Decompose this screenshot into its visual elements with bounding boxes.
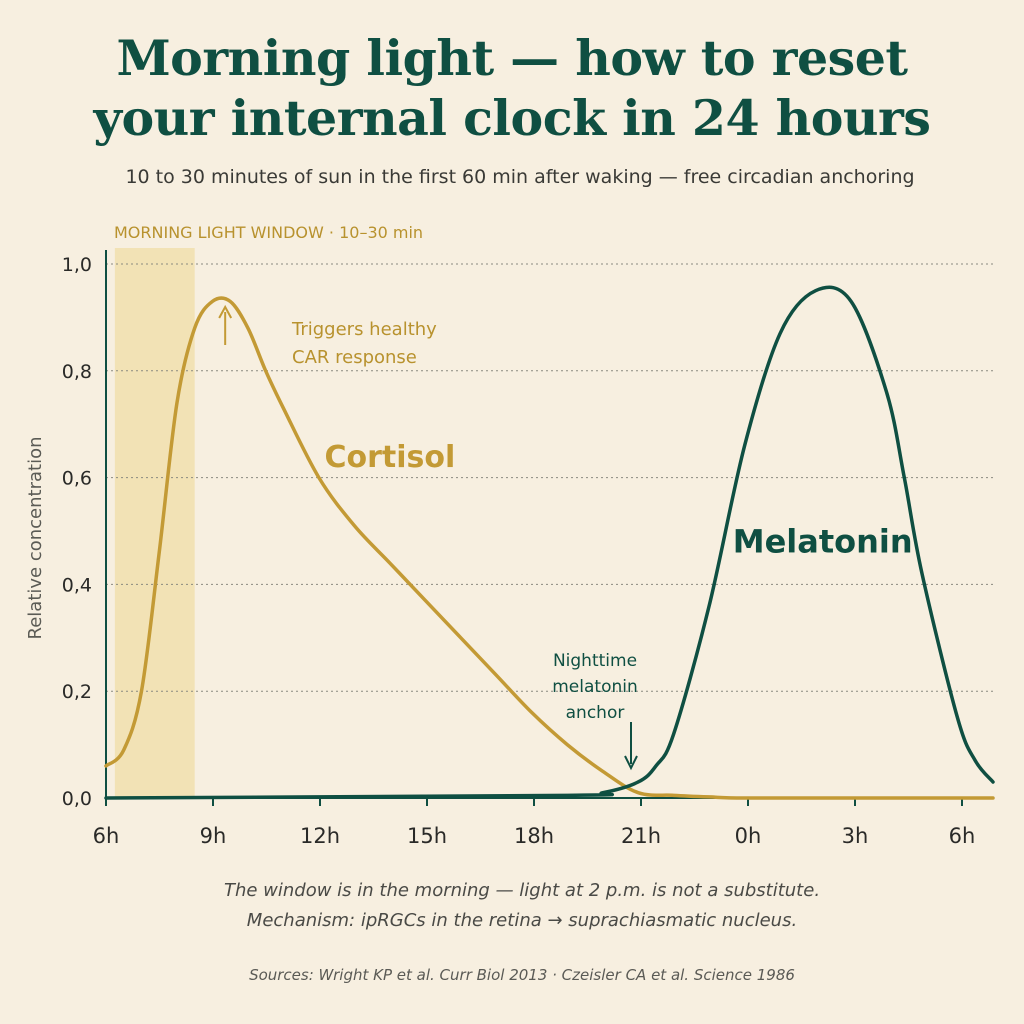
y-axis-label: Relative concentration bbox=[25, 437, 46, 640]
chart-svg: MORNING LIGHT WINDOW · 10–30 min 0,00,20… bbox=[25, 223, 995, 848]
x-tick-label: 0h bbox=[735, 824, 762, 848]
x-tick-label: 3h bbox=[842, 824, 869, 848]
x-tick-label: 15h bbox=[407, 824, 447, 848]
series-lines: Cortisol Melatonin bbox=[104, 285, 995, 800]
caption-line-2: Mechanism: ipRGCs in the retina → suprac… bbox=[246, 910, 798, 931]
melatonin-annotation-text: Nighttime bbox=[553, 651, 637, 671]
subtitle: 10 to 30 minutes of sun in the first 60 … bbox=[125, 166, 915, 188]
caption-line-1: The window is in the morning — light at … bbox=[223, 880, 821, 901]
melatonin-anchor-arrowhead bbox=[624, 755, 638, 771]
series-line-melatonin bbox=[104, 285, 995, 800]
x-tick-label: 12h bbox=[300, 824, 340, 848]
x-tick-label: 9h bbox=[200, 824, 227, 848]
morning-light-window-band bbox=[114, 248, 195, 798]
y-tick-label: 0,0 bbox=[62, 788, 92, 810]
y-tick-label: 0,6 bbox=[62, 468, 92, 490]
series-label-melatonin: Melatonin bbox=[733, 522, 913, 560]
grid-lines: 0,0 0,2 0,4 0,6 0,8 1,0 bbox=[62, 254, 993, 810]
cortisol-annotation-text: Triggers healthy bbox=[291, 319, 437, 340]
annotations: Triggers healthy CAR response Nighttime mel… bbox=[218, 304, 638, 771]
series-line-cortisol bbox=[104, 296, 995, 800]
y-tick-label: 0,8 bbox=[62, 361, 92, 383]
series-label-cortisol: Cortisol bbox=[324, 440, 455, 475]
x-tick-label: 6h bbox=[93, 824, 120, 848]
melatonin-annotation-text: melatonin bbox=[552, 677, 638, 697]
cortisol-annotation-text: CAR response bbox=[292, 347, 417, 368]
page-title: Morning light — how to reset your intern… bbox=[0, 28, 1024, 148]
x-tick-label: 18h bbox=[514, 824, 554, 848]
x-tick-label: 21h bbox=[621, 824, 661, 848]
y-tick-label: 1,0 bbox=[62, 254, 92, 276]
title-line-1: Morning light — how to reset bbox=[116, 29, 908, 87]
y-tick-label: 0,4 bbox=[62, 574, 92, 596]
axes: 6h 9h 12h 15h 18h 21h 0h 3h 6h bbox=[93, 250, 993, 848]
title-line-2: your internal clock in 24 hours bbox=[93, 89, 931, 147]
sources: Sources: Wright KP et al. Curr Biol 2013… bbox=[249, 966, 795, 984]
melatonin-annotation-text: anchor bbox=[566, 703, 625, 723]
y-tick-label: 0,2 bbox=[62, 681, 92, 703]
x-tick-label: 6h bbox=[949, 824, 976, 848]
morning-light-window-label: MORNING LIGHT WINDOW · 10–30 min bbox=[114, 223, 423, 242]
cortisol-peak-arrowhead bbox=[218, 304, 233, 319]
